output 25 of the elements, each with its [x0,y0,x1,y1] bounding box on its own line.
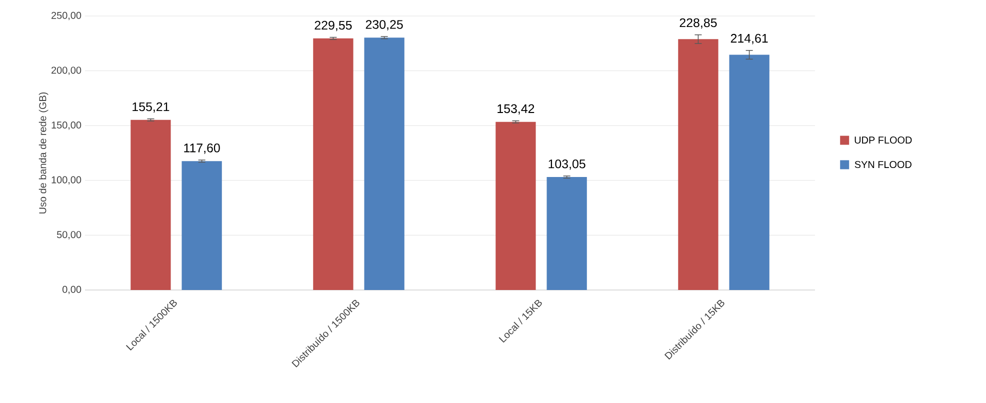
legend-label: UDP FLOOD [854,136,912,144]
y-tick-label: 150,00 [52,121,82,130]
data-label: 153,42 [498,104,534,115]
bar [729,54,770,290]
bar [364,38,404,290]
data-label: 155,21 [132,102,170,113]
bar [182,161,222,290]
data-label: 117,60 [184,144,220,154]
bar [130,120,171,290]
data-label: 228,85 [680,18,717,29]
y-axis-title: Uso de banda de rede (GB) [38,92,48,214]
y-tick-label: 100,00 [52,176,82,185]
y-tick-label: 200,00 [52,66,82,75]
data-label: 230,25 [366,20,403,30]
bar [496,122,536,290]
data-label: 229,55 [314,20,352,32]
y-tick-label: 0,00 [62,286,82,294]
bar [546,177,587,290]
y-tick-label: 50,00 [56,231,82,240]
data-label: 214,61 [730,34,768,44]
bar [313,38,354,290]
legend-label: SYN FLOOD [854,160,912,168]
data-label: 103,05 [548,159,586,170]
bar [678,39,718,290]
y-tick-label: 250,00 [52,12,82,20]
